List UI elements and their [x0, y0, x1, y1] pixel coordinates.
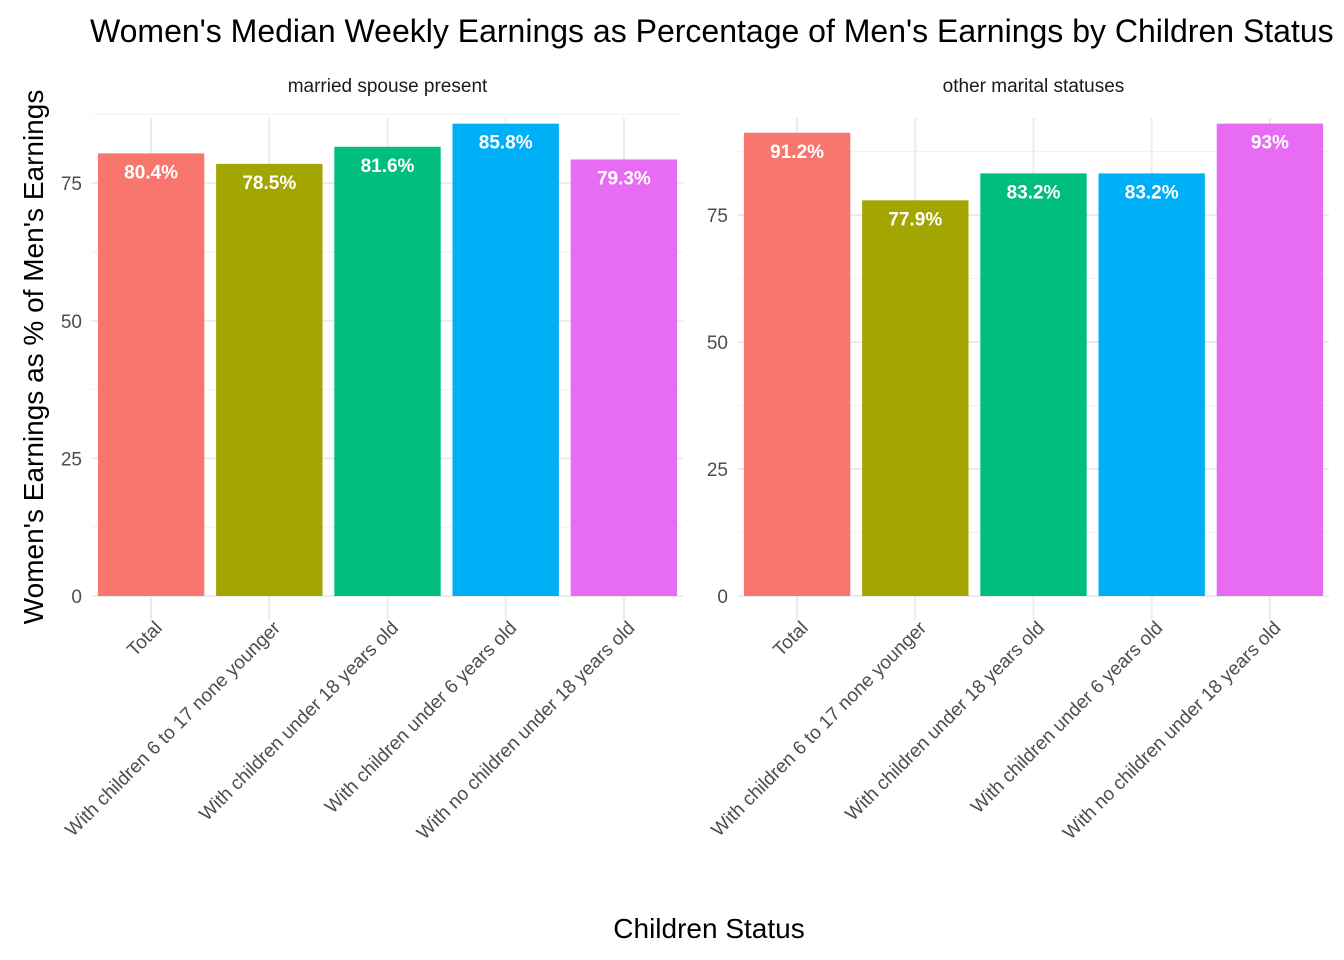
- x-tick-label: With children 6 to 17 none younger: [62, 617, 286, 841]
- y-tick-label: 25: [61, 449, 82, 470]
- y-tick-label: 0: [717, 587, 728, 608]
- x-tick-label: Total: [769, 618, 812, 661]
- bar: [1098, 173, 1205, 596]
- bar-value-label: 80.4%: [124, 162, 178, 183]
- bar: [570, 159, 678, 597]
- panel-1: married spouse present 0 25 50 75 80.4% 78.5% 8…: [61, 76, 683, 844]
- x-tick-label: Total: [123, 618, 166, 661]
- x-tick-label: With children under 18 years old: [842, 618, 1050, 826]
- bar-value-label: 91.2%: [770, 142, 824, 163]
- y-tick-label: 75: [707, 206, 728, 227]
- panels: married spouse present 0 25 50 75 80.4% 78.5% 8…: [61, 76, 1329, 844]
- bar-value-label: 93%: [1251, 133, 1289, 154]
- panel-2: other marital statuses 0 25 50 75 91.2% 77.9% 8…: [707, 76, 1329, 844]
- bar: [452, 123, 559, 596]
- x-tick-label: With no children under 18 years old: [413, 618, 639, 844]
- bar-value-label: 81.6%: [361, 156, 415, 177]
- bar: [743, 132, 851, 596]
- x-tick-label: With no children under 18 years old: [1059, 618, 1285, 844]
- y-tick-label: 25: [707, 460, 728, 481]
- bar: [97, 153, 205, 597]
- x-tick-label: With children under 18 years old: [196, 618, 404, 826]
- x-tick-label: With children under 6 years old: [967, 618, 1167, 818]
- x-axis-title: Children Status: [613, 913, 804, 944]
- bar: [980, 173, 1087, 596]
- x-tick-label: With children 6 to 17 none younger: [708, 617, 932, 841]
- panel-title: married spouse present: [288, 76, 488, 97]
- bar-value-label: 77.9%: [888, 209, 942, 230]
- bar-value-label: 83.2%: [1007, 182, 1061, 203]
- bar-value-label: 83.2%: [1125, 182, 1179, 203]
- bar: [862, 200, 969, 597]
- bar-value-label: 79.3%: [597, 168, 651, 189]
- chart-title: Women's Median Weekly Earnings as Percen…: [90, 13, 1334, 49]
- x-tick-label: With children under 6 years old: [321, 618, 521, 818]
- y-tick-label: 75: [61, 174, 82, 195]
- y-tick-label: 50: [707, 333, 728, 354]
- bar: [334, 146, 441, 596]
- panel-title: other marital statuses: [943, 76, 1125, 97]
- bar-value-label: 85.8%: [479, 133, 533, 154]
- y-axis-title: Women's Earnings as % of Men's Earnings: [18, 90, 49, 625]
- bar: [1216, 123, 1324, 596]
- bar-value-label: 78.5%: [242, 173, 296, 194]
- bar: [216, 163, 323, 596]
- y-tick-label: 0: [71, 587, 82, 608]
- y-tick-label: 50: [61, 312, 82, 333]
